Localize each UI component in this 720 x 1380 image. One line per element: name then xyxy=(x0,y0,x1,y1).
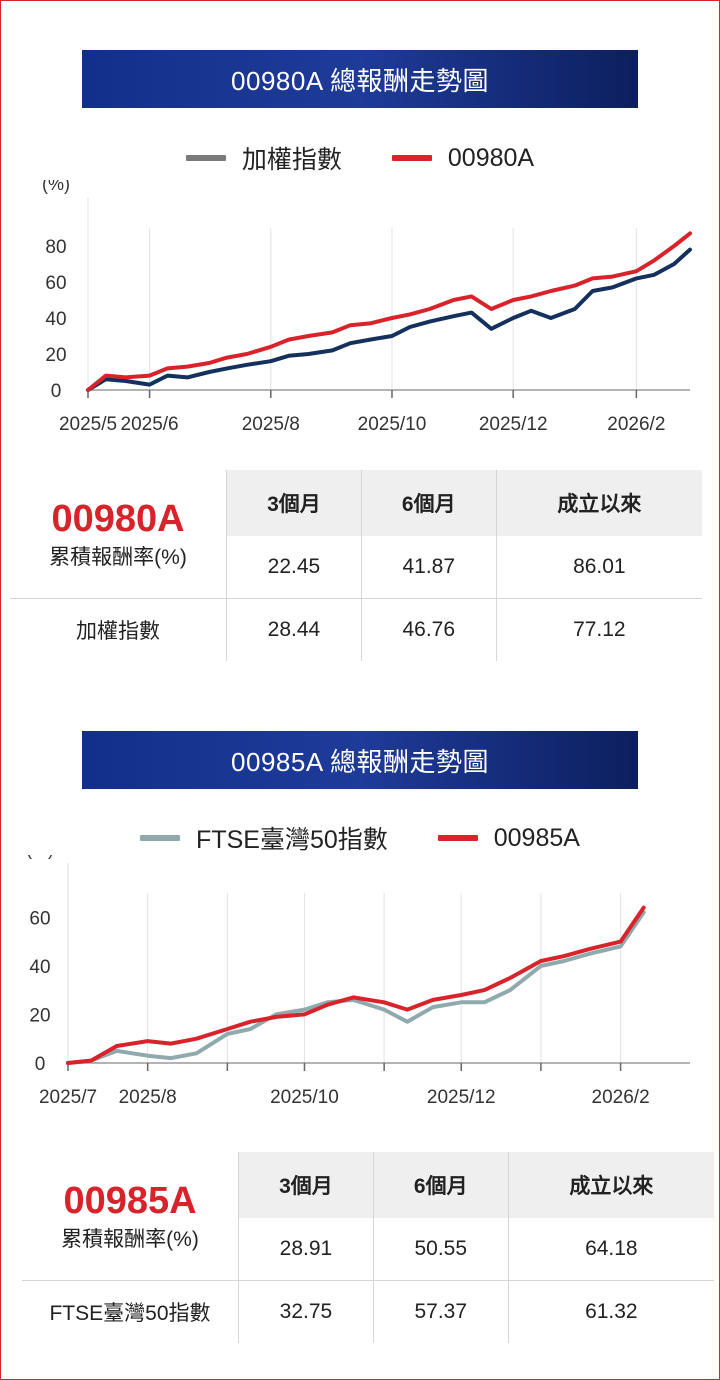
legend-label: 加權指數 xyxy=(241,146,342,174)
index-value-inception: 77.12 xyxy=(495,598,702,661)
header-3m: 3個月 xyxy=(226,470,362,536)
y-tick-label: 0 xyxy=(51,381,62,402)
legend-swatch xyxy=(391,155,432,161)
y-tick-label: 20 xyxy=(45,345,66,366)
y-axis-label: (%) xyxy=(42,180,70,194)
section-2-legend: FTSE臺灣50指數 00985A xyxy=(0,820,720,856)
index-value-3m: 28.44 xyxy=(226,598,362,661)
legend-item: 00985A xyxy=(437,820,580,856)
y-tick-label: 80 xyxy=(45,237,66,258)
index-value-3m: 32.75 xyxy=(238,1280,374,1343)
returns-table-00985a: 00985A 累積報酬率(%) 3個月 6個月 成立以來 28.91 50.55… xyxy=(22,1152,714,1343)
series-line-1 xyxy=(86,247,692,392)
series-line-2 xyxy=(86,231,692,392)
fund-subtitle: 累積報酬率(%) xyxy=(61,1228,199,1251)
header-6m: 6個月 xyxy=(360,470,497,536)
legend-label: FTSE臺灣50指數 xyxy=(196,826,388,854)
index-name: FTSE臺灣50指數 xyxy=(22,1280,239,1343)
x-tick-label: 2026/2 xyxy=(592,1087,650,1108)
y-tick-label: 20 xyxy=(29,1005,50,1026)
x-tick-label: 2025/10 xyxy=(358,414,427,435)
y-axis-label: (%) xyxy=(26,855,54,859)
fund-code: 00985A xyxy=(63,1180,197,1222)
y-tick-label: 40 xyxy=(45,309,66,330)
header-inception: 成立以來 xyxy=(495,470,702,536)
y-tick-label: 60 xyxy=(45,273,66,294)
fund-subtitle: 累積報酬率(%) xyxy=(49,546,187,569)
series-line-1 xyxy=(66,910,646,1065)
legend-swatch xyxy=(140,835,181,841)
x-tick-label: 2025/12 xyxy=(479,414,548,435)
x-tick-label: 2025/8 xyxy=(119,1087,177,1108)
fund-label-cell: 00980A 累積報酬率(%) xyxy=(10,470,227,599)
series-line-2 xyxy=(66,905,646,1065)
index-value-inception: 61.32 xyxy=(507,1280,714,1343)
section-1-title: 00980A 總報酬走勢圖 xyxy=(82,50,638,108)
legend-item: FTSE臺灣50指數 xyxy=(140,820,388,856)
x-tick-label: 2025/5 xyxy=(59,414,117,435)
fund-value-inception: 64.18 xyxy=(507,1218,714,1281)
fund-value-inception: 86.01 xyxy=(495,536,702,599)
y-tick-label: 0 xyxy=(35,1054,46,1075)
section-1-legend: 加權指數 00980A xyxy=(0,140,720,176)
index-value-6m: 46.76 xyxy=(360,598,497,661)
x-tick-label: 2026/2 xyxy=(607,414,665,435)
x-tick-label: 2025/12 xyxy=(427,1087,496,1108)
fund-value-3m: 22.45 xyxy=(226,536,362,599)
legend-swatch xyxy=(437,835,478,841)
y-tick-label: 40 xyxy=(29,957,50,978)
index-value-6m: 57.37 xyxy=(372,1280,509,1343)
header-6m: 6個月 xyxy=(372,1152,509,1218)
fund-value-3m: 28.91 xyxy=(238,1218,374,1281)
x-tick-label: 2025/7 xyxy=(39,1087,97,1108)
legend-label: 00985A xyxy=(493,823,580,852)
fund-value-6m: 41.87 xyxy=(360,536,497,599)
x-tick-label: 2025/6 xyxy=(121,414,179,435)
returns-table-00980a: 00980A 累積報酬率(%) 3個月 6個月 成立以來 22.45 41.87… xyxy=(10,470,702,661)
x-tick-label: 2025/10 xyxy=(270,1087,339,1108)
fund-code: 00980A xyxy=(51,498,185,540)
fund-value-6m: 50.55 xyxy=(372,1218,509,1281)
index-name: 加權指數 xyxy=(10,598,227,661)
x-tick-label: 2025/8 xyxy=(242,414,300,435)
chart-00980a: 2025/5 2025/6 2025/8 2025/10 2025/12 2026/2 0 2… xyxy=(42,180,692,435)
legend-item: 00980A xyxy=(391,140,535,176)
legend-item: 加權指數 xyxy=(185,140,342,176)
header-3m: 3個月 xyxy=(238,1152,374,1218)
section-2-title: 00985A 總報酬走勢圖 xyxy=(82,731,638,789)
legend-swatch xyxy=(185,155,226,161)
fund-label-cell: 00985A 累積報酬率(%) xyxy=(22,1152,239,1281)
header-inception: 成立以來 xyxy=(507,1152,714,1218)
chart-00985a: 2025/7 2025/8 2025/10 2025/12 2026/2 0 20 40 60 (… xyxy=(26,855,690,1108)
y-tick-label: 60 xyxy=(29,908,50,929)
legend-label: 00980A xyxy=(447,143,535,172)
